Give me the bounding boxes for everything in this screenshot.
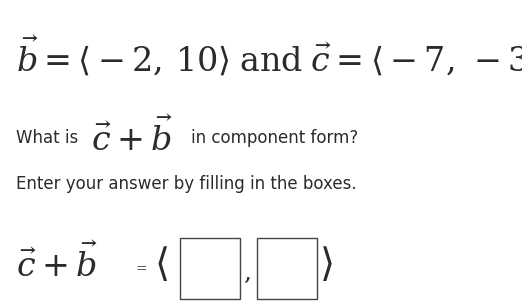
Text: Enter your answer by filling in the boxes.: Enter your answer by filling in the boxe… (16, 175, 357, 193)
Text: $\rangle$: $\rangle$ (319, 244, 333, 284)
Text: $\langle$: $\langle$ (154, 244, 168, 284)
Text: in component form?: in component form? (191, 129, 358, 147)
Text: $\vec{c} + \vec{b}$: $\vec{c} + \vec{b}$ (91, 118, 174, 158)
Text: ,: , (243, 262, 251, 285)
Text: $\vec{c} + \vec{b}$: $\vec{c} + \vec{b}$ (16, 244, 98, 284)
Text: $\vec{b} = \langle -2,\, 10 \rangle\; \mathrm{and}\; \vec{c} = \langle -7,\, -3 : $\vec{b} = \langle -2,\, 10 \rangle\; \m… (16, 33, 522, 77)
Bar (257, 238, 317, 299)
Text: What is: What is (16, 129, 83, 147)
Text: $=$: $=$ (133, 260, 148, 274)
Bar (180, 238, 240, 299)
